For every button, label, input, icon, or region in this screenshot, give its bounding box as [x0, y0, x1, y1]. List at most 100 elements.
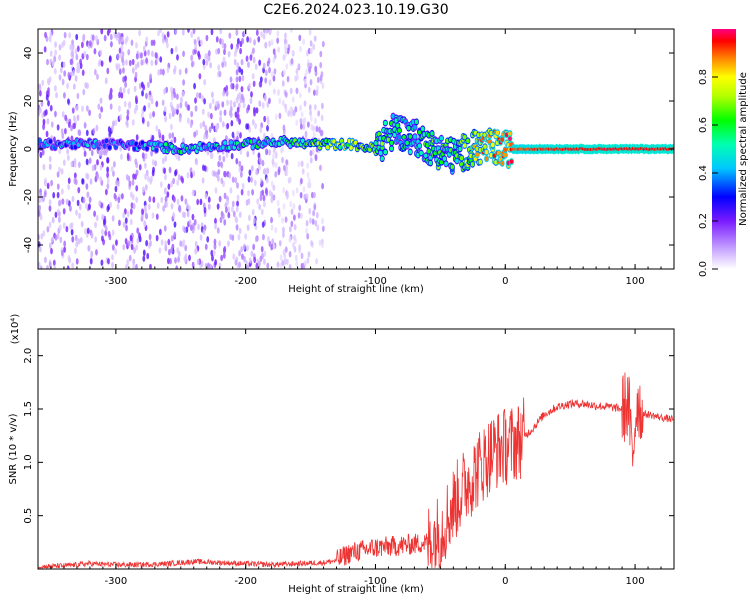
spectrogram-cell: [268, 79, 272, 86]
spectrogram-cell: [48, 155, 52, 163]
spectrogram-cell: [226, 122, 230, 130]
spectrogram-cell: [67, 254, 71, 262]
spectrogram-cell: [58, 54, 61, 61]
spectrogram-cell: [243, 243, 246, 250]
spectrogram-cell: [164, 173, 167, 181]
y-tick-label: -40: [23, 237, 34, 253]
spectrogram-ridge-cell: [419, 150, 423, 156]
spectrogram-cell: [88, 157, 92, 164]
spectrogram-cell: [168, 248, 171, 256]
spectrogram-cell: [305, 227, 309, 235]
spectrogram-cell: [88, 109, 91, 116]
spectrogram-ridge-layer: [38, 112, 674, 175]
spectrogram-cell: [250, 176, 253, 183]
spectrogram-cell: [285, 159, 289, 166]
spectrogram-cell: [309, 217, 312, 224]
spectrogram-cell: [302, 38, 306, 46]
spectrogram-cell: [295, 260, 299, 267]
spectrogram-cell: [97, 60, 101, 67]
spectrogram-cell: [50, 236, 54, 243]
spectrogram-cell: [71, 43, 75, 51]
spectrogram-cell: [309, 109, 312, 117]
spectrogram-ridge-cell: [503, 147, 508, 152]
spectrogram-ridge-cell: [38, 138, 42, 143]
spectrogram-cell: [111, 215, 115, 222]
spectrogram-cell: [221, 101, 225, 108]
spectrogram-cell: [219, 29, 223, 35]
spectrogram-cell: [94, 221, 97, 229]
spectrogram-cell: [268, 189, 272, 197]
spectrogram-cell: [164, 244, 168, 252]
spectrogram-ridge-cell: [408, 134, 413, 139]
spectrogram-ridge-cell: [392, 132, 397, 138]
spectrogram-cell: [124, 217, 128, 224]
spectrogram-cell: [47, 87, 50, 94]
spectrogram-cell: [223, 109, 227, 116]
spectrogram-cell: [261, 221, 265, 228]
spectrogram-cell: [98, 112, 102, 120]
spectrogram-cell: [207, 196, 211, 203]
spectrogram-cell: [140, 52, 143, 59]
spectrogram-cell: [260, 208, 264, 216]
spectrogram-cell: [96, 73, 99, 80]
spectrogram-cell: [290, 29, 293, 33]
spectrogram-cell: [220, 177, 224, 184]
spectrogram-cell: [41, 148, 45, 156]
spectrogram-cell: [286, 75, 290, 83]
spectrogram-cell: [83, 150, 87, 157]
spectrogram-cell: [127, 240, 131, 247]
spectrogram-cell: [193, 38, 197, 46]
spectrogram-cell: [207, 54, 211, 62]
spectrogram-cell: [227, 240, 230, 247]
spectrogram-cell: [300, 252, 304, 260]
spectrogram-cell: [144, 173, 147, 180]
spectrogram-cell: [122, 243, 126, 251]
spectrogram-cell: [222, 90, 226, 97]
spectrogram-cell: [61, 132, 65, 140]
spectrogram-cell: [42, 163, 46, 171]
spectrogram-ridge-cell: [428, 155, 433, 160]
spectrogram-cell: [157, 29, 160, 37]
spectrogram-cell: [102, 148, 106, 156]
spectrogram-cell: [238, 118, 241, 125]
colorbar-tick-label: 0.8: [698, 69, 709, 85]
spectrogram-cell: [202, 120, 206, 128]
spectrogram-cell: [106, 157, 110, 164]
spectrogram-cell: [218, 240, 222, 247]
spectrogram-ridge-cell: [48, 139, 53, 144]
spectrogram-cell: [274, 171, 278, 178]
spectrogram-cell: [58, 44, 62, 51]
spectrogram-cell: [210, 29, 214, 36]
spectrogram-cell: [291, 189, 295, 197]
spectrogram-cell: [251, 189, 254, 196]
spectrogram-cell: [300, 177, 303, 185]
spectrogram-cell: [85, 129, 89, 137]
snr-panel: -300 -200 -100 0 100 0.5 1.0 1.5 2.0 Height of …: [8, 314, 675, 595]
spectrogram-cell: [182, 79, 186, 86]
spectrogram-cell: [193, 131, 197, 138]
spectrogram-cell: [125, 224, 128, 232]
spectrogram-cell: [93, 210, 96, 217]
spectrogram-cell: [77, 129, 81, 136]
spectrogram-cell: [259, 81, 263, 88]
spectrogram-cell: [94, 236, 98, 243]
spectrogram-cell: [165, 201, 169, 208]
spectrogram-cell: [309, 47, 313, 55]
spectrogram-cell: [155, 124, 159, 132]
spectrogram-cell: [258, 156, 262, 164]
spectrogram-cell: [90, 232, 94, 239]
spectrogram-cell: [149, 240, 152, 247]
spectrogram-cell: [145, 57, 148, 64]
spectrogram-cell: [199, 39, 203, 46]
colorbar-gradient: [712, 29, 736, 269]
spectrogram-ridge-cell: [500, 137, 504, 142]
spectrogram-cell: [178, 116, 182, 123]
spectrogram-cell: [42, 123, 46, 131]
spectrogram-cell: [159, 56, 163, 63]
spectrogram-cell: [246, 224, 250, 231]
spectrogram-cell: [62, 61, 66, 68]
spectrogram-cell: [136, 237, 140, 244]
spectrogram-cell: [99, 49, 103, 56]
spectrogram-cell: [299, 191, 303, 199]
spectrogram-cell: [247, 198, 251, 205]
